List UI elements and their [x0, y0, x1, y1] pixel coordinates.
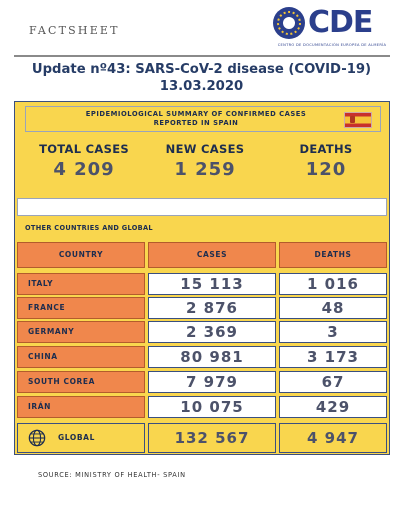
- cases-cell: 7 979: [148, 371, 276, 393]
- other-countries-heading-row: OTHER COUNTRIES AND GLOBAL: [17, 220, 387, 236]
- deaths-cell: 3: [279, 321, 387, 343]
- cases-cell: 10 075: [148, 396, 276, 418]
- column-header-deaths: DEATHS: [279, 242, 387, 268]
- summary-card: EPIDEMIOLOGICAL SUMMARY OF CONFIRMED CAS…: [14, 101, 390, 455]
- deaths-cell: 67: [279, 371, 387, 393]
- new-cases-label: NEW CASES: [165, 142, 245, 156]
- header-divider: [14, 55, 390, 57]
- page-date: 13.03.2020: [159, 79, 244, 94]
- total-cases-value: 4 209: [53, 159, 115, 180]
- total-cases-label: TOTAL CASES: [39, 142, 129, 156]
- global-row: GLOBAL 132 567 4 947: [15, 423, 391, 453]
- banner-line-1: EPIDEMIOLOGICAL SUMMARY OF CONFIRMED CAS…: [85, 110, 307, 118]
- country-cell: CHINA: [17, 346, 145, 368]
- table-row: IRÁN 10 075 429: [15, 396, 391, 418]
- globe-icon: [28, 429, 46, 447]
- table-row: GERMANY 2 369 3: [15, 321, 391, 343]
- eu-stars-logo-icon: [273, 7, 305, 39]
- deaths-cell: 1 016: [279, 273, 387, 295]
- page-title: Update nº43: SARS-CoV-2 disease (COVID-1…: [31, 62, 372, 77]
- global-label-cell: GLOBAL: [17, 423, 145, 453]
- deaths-cell: 429: [279, 396, 387, 418]
- country-cell: SOUTH COREA: [17, 371, 145, 393]
- banner-line-2: REPORTED IN SPAIN: [153, 119, 239, 127]
- deaths-cell: 3 173: [279, 346, 387, 368]
- blank-separator-row: [17, 198, 387, 216]
- table-row: CHINA 80 981 3 173: [15, 346, 391, 368]
- cases-cell: 80 981: [148, 346, 276, 368]
- column-header-country: COUNTRY: [17, 242, 145, 268]
- factsheet-label: FACTSHEET: [29, 24, 120, 37]
- source-note: SOURCE: MINISTRY OF HEALTH- SPAIN: [38, 471, 186, 479]
- logo-subtitle: CENTRO DE DOCUMENTACIÓN EUROPEA DE ALMER…: [277, 43, 387, 47]
- cases-cell: 2 369: [148, 321, 276, 343]
- table-row: ITALY 15 113 1 016: [15, 273, 391, 295]
- global-deaths: 4 947: [279, 423, 387, 453]
- banner-text: EPIDEMIOLOGICAL SUMMARY OF CONFIRMED CAS…: [46, 110, 346, 128]
- logo-text: CDE: [308, 5, 373, 40]
- column-header-cases: CASES: [148, 242, 276, 268]
- deaths-cell: 48: [279, 297, 387, 319]
- table-row: SOUTH COREA 7 979 67: [15, 371, 391, 393]
- flag-crest: [350, 116, 355, 123]
- cases-cell: 15 113: [148, 273, 276, 295]
- global-label: GLOBAL: [58, 433, 95, 442]
- cde-logo: CDE CENTRO DE DOCUMENTACIÓN EUROPEA DE A…: [272, 4, 390, 52]
- country-cell: ITALY: [17, 273, 145, 295]
- spain-flag-icon: [344, 112, 372, 128]
- deaths-value: 120: [305, 159, 347, 180]
- country-cell: GERMANY: [17, 321, 145, 343]
- table-row: FRANCE 2 876 48: [15, 297, 391, 319]
- global-cases: 132 567: [148, 423, 276, 453]
- country-cell: IRÁN: [17, 396, 145, 418]
- new-cases-value: 1 259: [174, 159, 236, 180]
- deaths-label: DEATHS: [299, 142, 353, 156]
- epidemiological-banner: EPIDEMIOLOGICAL SUMMARY OF CONFIRMED CAS…: [25, 106, 381, 132]
- country-cell: FRANCE: [17, 297, 145, 319]
- other-countries-heading: OTHER COUNTRIES AND GLOBAL: [25, 224, 153, 232]
- cases-cell: 2 876: [148, 297, 276, 319]
